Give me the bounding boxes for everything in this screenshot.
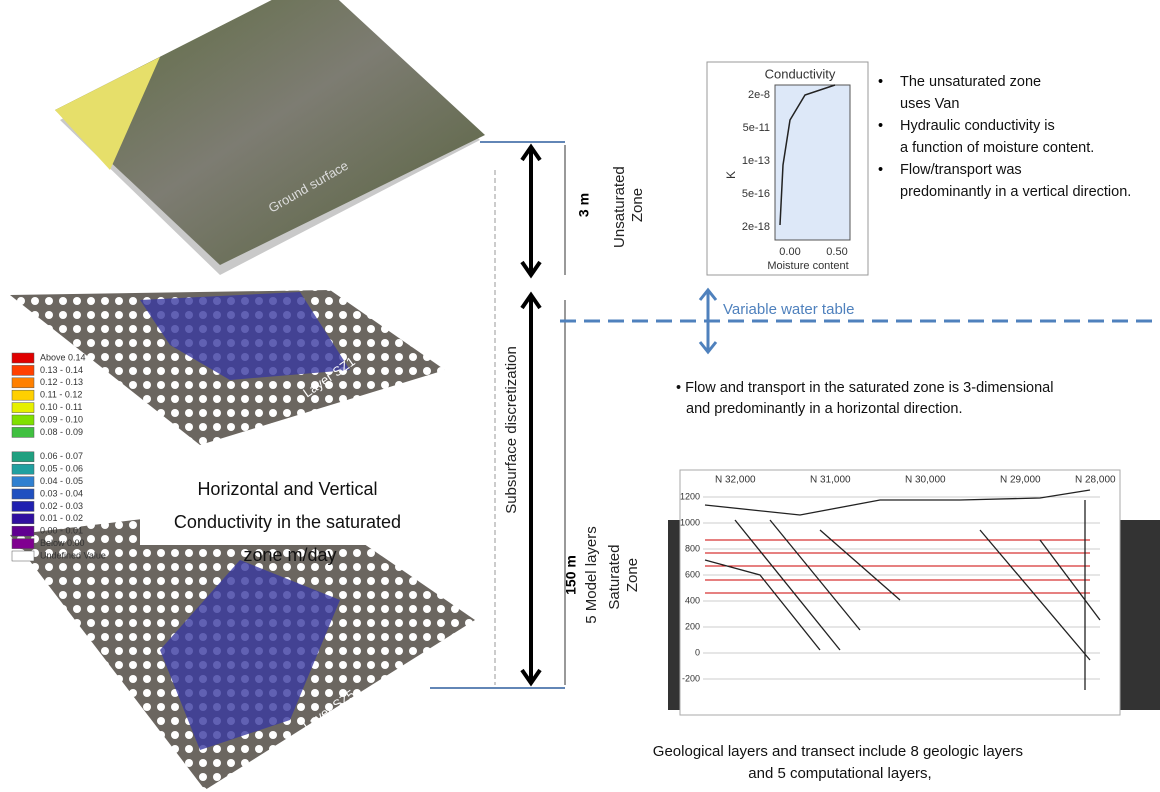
depth: 150 m — [563, 555, 579, 595]
line: The unsaturated zone — [900, 74, 1045, 90]
legend-label: 0.13 - 0.14 — [40, 365, 83, 375]
legend-label: 0.12 - 0.13 — [40, 377, 83, 387]
inset-plot — [775, 85, 850, 240]
line: uses Van — [900, 96, 959, 112]
line: predominantly in a vertical direction. — [900, 184, 1131, 200]
line: Hydraulic conductivity is — [900, 118, 1059, 134]
line: and 5 computational layers, — [748, 765, 931, 782]
legend-label: 0.02 - 0.03 — [40, 501, 83, 511]
legend-swatch — [12, 365, 34, 375]
section-ytick: 1000 — [680, 517, 700, 527]
line: a function of moisture content. — [900, 140, 1094, 156]
section-ytick: 0 — [695, 647, 700, 657]
legend-label: 0.01 - 0.02 — [40, 513, 83, 523]
legend-swatch — [12, 477, 34, 487]
legend-swatch — [12, 390, 34, 400]
section-ytick: 1200 — [680, 491, 700, 501]
section-ytick: -200 — [682, 673, 700, 683]
line: Horizontal and Vertical — [197, 479, 382, 499]
line: Saturated — [606, 540, 623, 609]
bullet-dot: • — [878, 162, 883, 178]
section-ytick: 200 — [685, 621, 700, 631]
inset-ytick: 5e-16 — [742, 188, 770, 200]
line: Flow/transport was — [900, 162, 1026, 178]
slide: Layer SZ5 Layer SZ1 Above 0.140.13 - 0.1… — [0, 0, 1160, 792]
bullet: The unsaturated zone uses Van — [900, 74, 1045, 112]
geo-caption: Geological layers and transect include 8… — [653, 743, 1027, 782]
legend-swatch — [12, 378, 34, 388]
section-xtick: N 30,000 — [905, 475, 946, 486]
legend-label: 0.05 - 0.06 — [40, 464, 83, 474]
legend-swatch — [12, 539, 34, 549]
inset-title: Conductivity — [765, 66, 836, 81]
legend-label: 0.09 - 0.10 — [40, 414, 83, 424]
inset-ytick: 2e-18 — [742, 221, 770, 233]
legend-label: Above 0.14 — [40, 352, 86, 362]
legend-swatch — [12, 415, 34, 425]
legend-swatch — [12, 526, 34, 536]
inset-xtick: 0.50 — [826, 246, 847, 258]
bullet: Hydraulic conductivity is a function of … — [900, 118, 1094, 156]
line: Zone — [629, 188, 646, 222]
legend-swatch — [12, 353, 34, 363]
section-xtick: N 28,000 — [1075, 475, 1116, 486]
inset-ylabel: K — [724, 171, 738, 179]
legend-swatch — [12, 514, 34, 524]
legend-label: Below 0.00 — [40, 538, 85, 548]
section-xtick: N 32,000 — [715, 475, 756, 486]
legend-swatch — [12, 403, 34, 413]
legend-label: 0.11 - 0.12 — [40, 390, 82, 400]
bullet: Flow/transport was predominantly in a ve… — [900, 162, 1131, 200]
double-arrow — [522, 147, 540, 683]
section-ytick: 800 — [685, 543, 700, 553]
legend-swatch — [12, 489, 34, 499]
line: Zone — [624, 558, 641, 592]
legend-label: 0.04 - 0.05 — [40, 476, 83, 486]
legend-swatch — [12, 464, 34, 474]
line: Unsaturated — [611, 162, 628, 248]
legend-swatch — [12, 501, 34, 511]
water-table-label: Variable water table — [723, 301, 854, 318]
dark-bar — [668, 520, 680, 710]
bullet-dot: • — [878, 118, 883, 134]
inset-ytick: 1e-13 — [742, 155, 770, 167]
legend-label: 0.03 - 0.04 — [40, 488, 83, 498]
zone-label: Unsaturated Zone — [611, 162, 646, 248]
inset-ytick: 5e-11 — [743, 122, 770, 134]
bullet-dot: • — [878, 74, 883, 90]
zone-label: Saturated Zone — [606, 540, 641, 609]
legend-label: 0.00 - 0.01 — [40, 526, 83, 536]
legend-swatch — [12, 452, 34, 462]
section-xtick: N 31,000 — [810, 475, 851, 486]
legend-label: 0.08 - 0.09 — [40, 427, 83, 437]
inset-ytick: 2e-8 — [748, 89, 770, 101]
depth: 3 m — [576, 193, 592, 217]
legend-label: Undefined Value — [40, 550, 106, 560]
line: Geological layers and transect include 8… — [653, 743, 1027, 760]
section-xtick: N 29,000 — [1000, 475, 1041, 486]
legend-label: 0.06 - 0.07 — [40, 451, 83, 461]
legend-swatch — [12, 427, 34, 437]
discretization-label: Subsurface discretization — [503, 346, 520, 514]
bullet-text: • Flow and transport in the saturated zo… — [672, 378, 1072, 420]
legend-label: 0.10 - 0.11 — [40, 402, 82, 412]
section-ytick: 400 — [685, 595, 700, 605]
inset-xlabel: Moisture content — [767, 260, 848, 272]
legend-swatch — [12, 551, 34, 561]
zone-label: 5 Model layers — [583, 526, 600, 624]
dark-bar — [1120, 520, 1160, 710]
inset-xtick: 0.00 — [779, 246, 800, 258]
section-ytick: 600 — [685, 569, 700, 579]
line: Conductivity in the saturated — [174, 512, 406, 532]
saturated-bullet: • Flow and transport in the saturated zo… — [672, 378, 1072, 458]
line: zone m/day — [243, 545, 336, 565]
bullet: Flow and transport in the saturated zone… — [685, 380, 1053, 417]
